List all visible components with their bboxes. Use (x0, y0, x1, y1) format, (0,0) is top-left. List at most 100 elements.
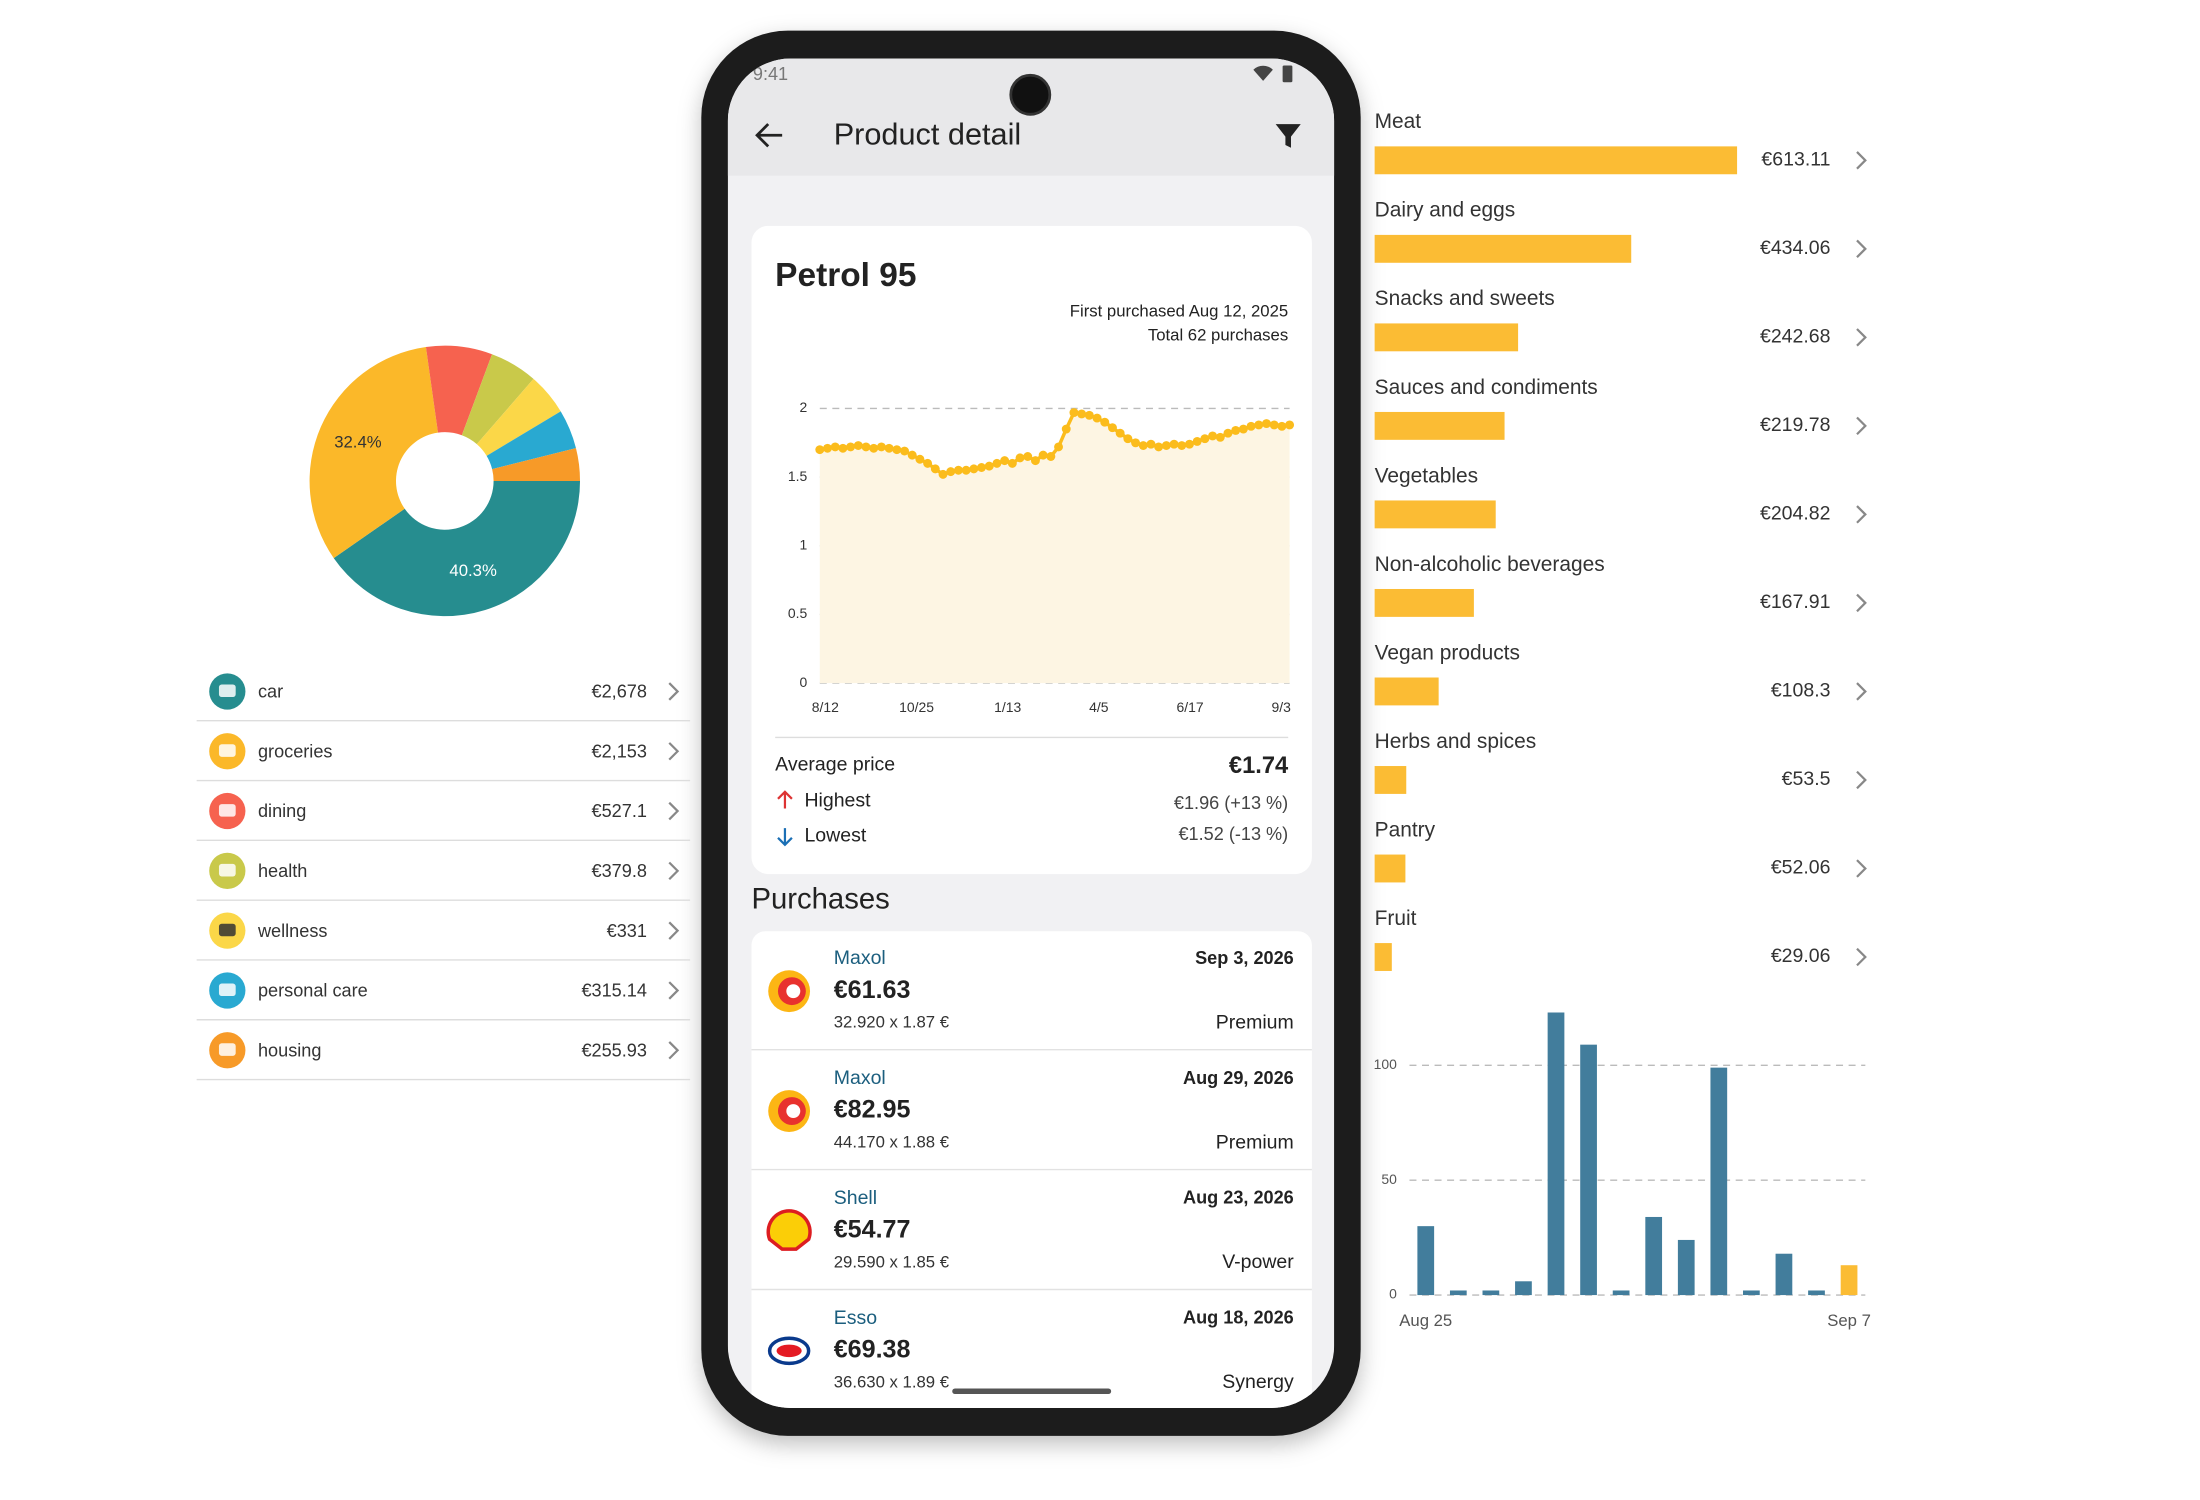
price-dot (1061, 424, 1071, 434)
expense-row[interactable]: housing €255.93 (196, 1032, 691, 1081)
back-button[interactable] (755, 123, 783, 148)
y-tick-label: 0 (1389, 1286, 1397, 1302)
price-dot (923, 458, 933, 468)
x-tick-label: 4/5 (1089, 699, 1109, 715)
bar (1374, 588, 1474, 617)
purchase-row[interactable]: Esso Aug 18, 2026 €69.38 36.630 x 1.89 € Syn… (751, 1307, 1311, 1409)
category-row[interactable]: Sauces and condiments €219.78 (1374, 376, 1867, 440)
category-row[interactable]: Vegan products €108.3 (1375, 641, 1867, 706)
expense-row[interactable]: personal care €315.14 (196, 972, 691, 1021)
price-dot (1054, 442, 1064, 452)
chevron (668, 801, 680, 821)
price-dot (1023, 452, 1033, 461)
price-dot (907, 450, 917, 460)
price-dot (1161, 441, 1171, 450)
expense-row[interactable]: health €379.8 (196, 852, 691, 901)
bar (1374, 411, 1505, 440)
category-name: Meat (1375, 110, 1422, 133)
station-logo-inner (786, 1104, 801, 1119)
fuel-grade: V-power (1222, 1251, 1294, 1273)
bar (1374, 854, 1406, 883)
bar (1374, 766, 1407, 794)
price-dot (1038, 450, 1048, 460)
purchase-row[interactable]: Shell Aug 23, 2026 €54.77 29.590 x 1.85 € V-… (751, 1187, 1312, 1291)
bar (1374, 323, 1519, 352)
expense-amount: €331 (607, 921, 647, 941)
price-dot (1208, 431, 1218, 441)
price-area (819, 412, 1290, 684)
price-dot (1131, 438, 1141, 448)
bar-value: €108.3 (1771, 680, 1831, 702)
price-dot (1223, 428, 1233, 438)
expense-name: groceries (258, 741, 332, 761)
expense-row[interactable]: car €2,678 (196, 673, 691, 722)
bar (1374, 500, 1496, 529)
bar (1775, 1253, 1793, 1296)
bar (1374, 146, 1738, 175)
y-tick-label: 100 (1374, 1056, 1398, 1072)
purchase-date: Sep 3, 2026 (1195, 948, 1294, 968)
purchase-date: Aug 18, 2026 (1183, 1308, 1294, 1328)
station-name: Maxol (834, 947, 886, 969)
purchases-card (751, 931, 1312, 1408)
product-name: Petrol 95 (775, 257, 916, 294)
bar (1515, 1281, 1532, 1296)
expense-name: personal care (258, 981, 368, 1001)
station-logo-inner (786, 984, 801, 999)
station-name: Maxol (834, 1067, 886, 1089)
category-name: Herbs and spices (1375, 730, 1537, 753)
category-row[interactable]: Vegetables €204.82 (1374, 464, 1867, 529)
bar-value: €204.82 (1760, 503, 1831, 525)
price-dot (969, 464, 979, 474)
pie-slice (333, 480, 581, 617)
purchase-row[interactable]: Maxol Sep 3, 2026 €61.63 32.920 x 1.87 € Pre… (751, 947, 1312, 1051)
y-tick-label: 50 (1381, 1171, 1397, 1187)
x-tick-label: Sep 7 (1827, 1311, 1871, 1330)
chevron (1856, 682, 1867, 701)
category-row[interactable]: Pantry €52.06 (1374, 818, 1867, 883)
category-name: Snacks and sweets (1375, 287, 1555, 310)
price-dot (1200, 434, 1210, 444)
purchase-total: €54.77 (834, 1216, 911, 1244)
x-tick-label: 9/3 (1272, 699, 1292, 715)
icon-glyph (218, 983, 236, 997)
category-row[interactable]: Fruit €29.06 (1375, 907, 1867, 971)
expense-row[interactable]: groceries €2,153 (196, 733, 691, 782)
price-dot (915, 454, 925, 464)
expense-name: health (258, 861, 307, 881)
category-row[interactable]: Snacks and sweets €242.68 (1374, 287, 1867, 352)
y-tick-label: 0.5 (788, 605, 808, 621)
category-name: Vegan products (1375, 641, 1520, 664)
chevron (668, 981, 680, 1000)
chevron (1856, 416, 1867, 436)
price-dot (953, 465, 963, 475)
price-dot (930, 464, 940, 474)
down-arrow (777, 828, 793, 847)
bar-value: €242.68 (1760, 326, 1831, 348)
category-row[interactable]: Meat €613.11 (1374, 110, 1867, 175)
low-value: €1.52 (-13 %) (1178, 824, 1288, 844)
avg-label: Average price (775, 753, 895, 775)
category-row[interactable]: Non-alcoholic beverages €167.91 (1374, 553, 1867, 617)
y-tick-label: 2 (799, 399, 807, 415)
total-purchases: Total 62 purchases (1148, 325, 1288, 344)
expense-row[interactable]: wellness €331 (196, 912, 691, 961)
icon-glyph (218, 684, 236, 698)
purchase-quantity: 29.590 x 1.85 € (834, 1252, 950, 1271)
first-purchased: First purchased Aug 12, 2025 (1070, 302, 1288, 321)
purchases-list: Maxol Sep 3, 2026 €61.63 32.920 x 1.87 € Pre… (751, 947, 1312, 1409)
chevron (668, 1041, 680, 1060)
bar-value: €434.06 (1760, 237, 1831, 259)
purchase-row[interactable]: Maxol Aug 29, 2026 €82.95 44.170 x 1.88 € Pr… (751, 1067, 1312, 1171)
station-name: Shell (834, 1187, 877, 1209)
high-label: Highest (804, 790, 871, 812)
filter-button[interactable] (1275, 124, 1301, 148)
pie-slice (486, 411, 576, 470)
price-dot (1185, 439, 1194, 449)
category-row[interactable]: Dairy and eggs €434.06 (1375, 199, 1867, 263)
price-dot (1077, 409, 1087, 419)
expense-row[interactable]: dining €527.1 (196, 792, 691, 842)
price-dot (1123, 434, 1133, 444)
category-row[interactable]: Herbs and spices €53.5 (1374, 730, 1867, 794)
purchase-total: €82.95 (834, 1096, 911, 1124)
